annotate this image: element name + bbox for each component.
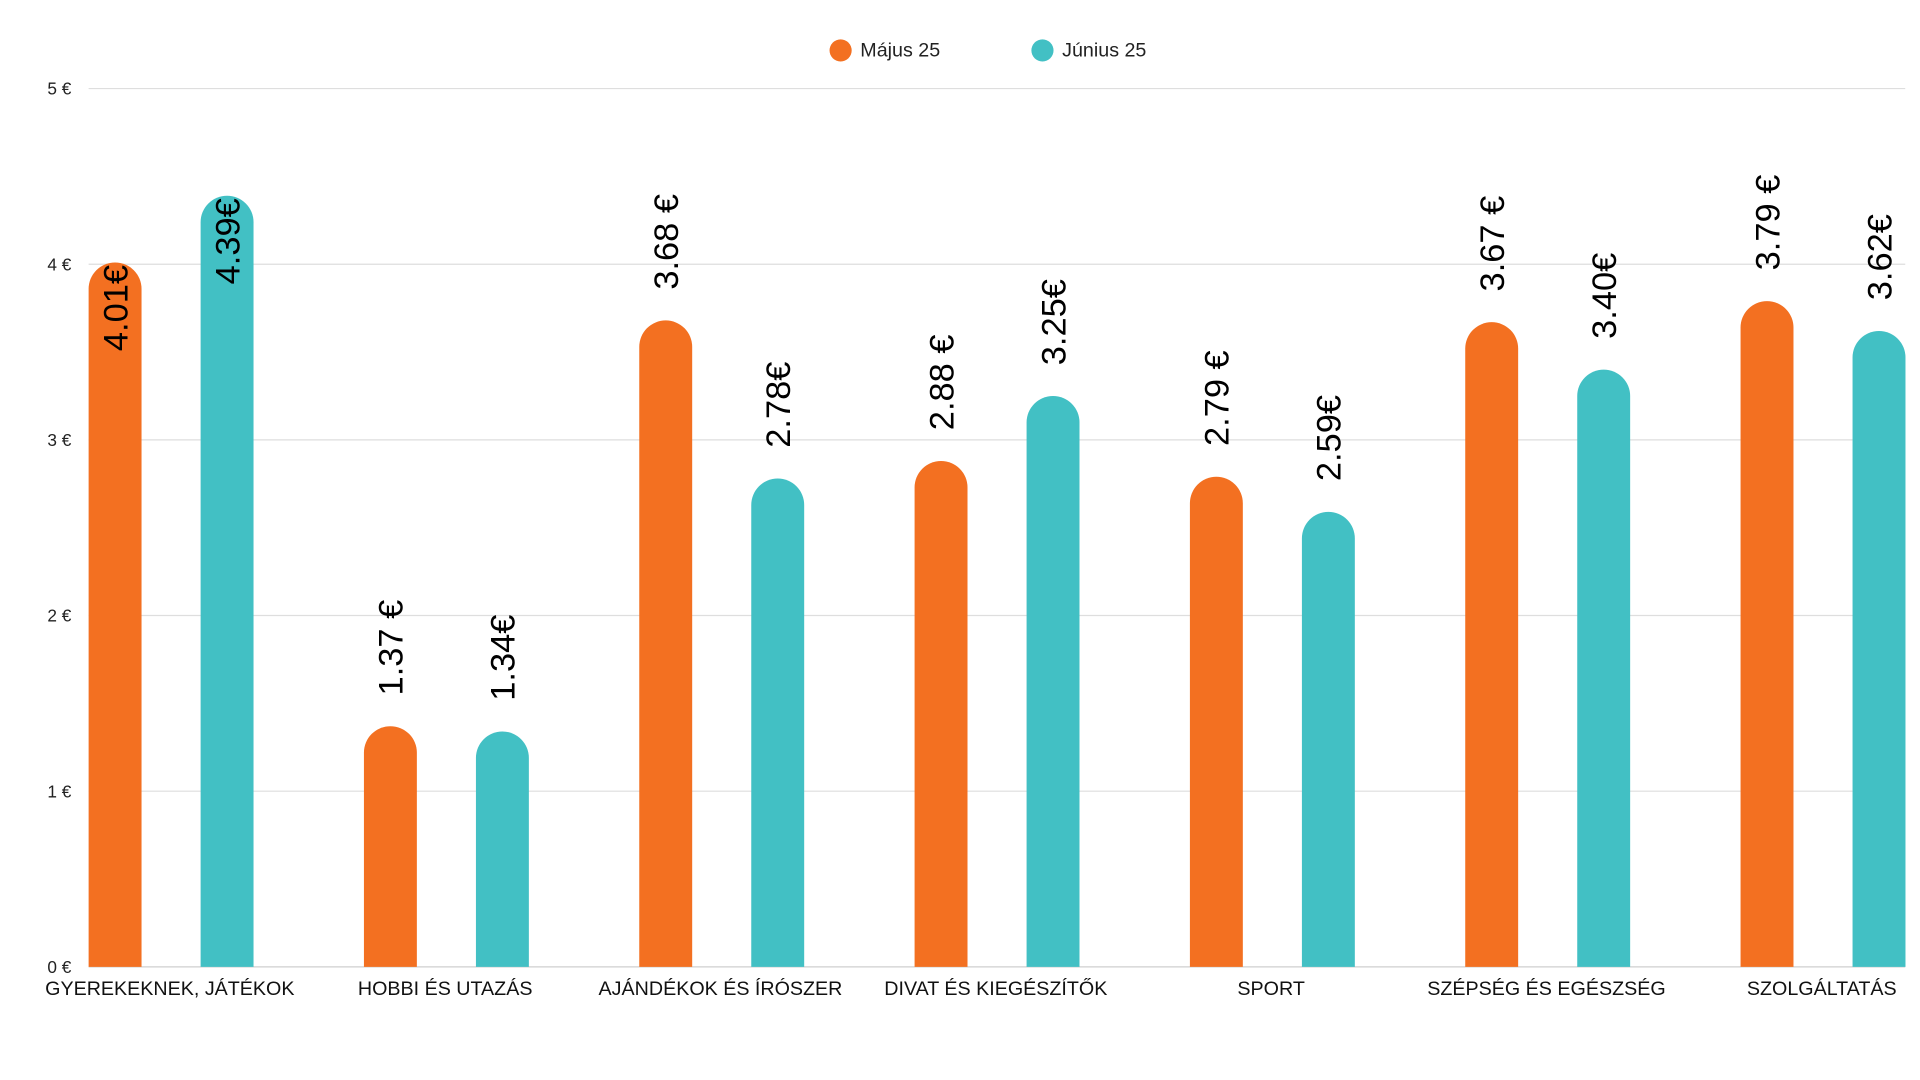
- x-tick-label: SPORT: [1237, 978, 1304, 1000]
- bar: [914, 460, 968, 967]
- bar: [639, 320, 693, 967]
- data-label: 3.67 €: [1474, 196, 1512, 292]
- x-tick-label: SZOLGÁLTATÁS: [1747, 977, 1897, 1000]
- bar: [1852, 330, 1906, 967]
- bar: [1189, 476, 1243, 967]
- bar: [751, 478, 805, 967]
- bar: [88, 262, 142, 967]
- data-labels: 4.01€ 4.39€ 1.37 € 1.34€ 3.68 € 2.78€ 2.88 € 3.…: [97, 175, 1899, 701]
- x-axis-ticks: GYEREKEKNEK, JÁTÉKOK HOBBI ÉS UTAZÁS AJÁND…: [45, 977, 1897, 1000]
- x-tick-label: SZÉPSÉG ÉS EGÉSZSÉG: [1427, 977, 1665, 1000]
- data-label: 3.40€: [1586, 253, 1624, 339]
- legend-label: Május 25: [860, 40, 940, 62]
- legend-label: Június 25: [1062, 40, 1146, 62]
- gridlines: [88, 87, 1906, 968]
- y-tick-label: 5 €: [47, 79, 71, 99]
- legend-marker: [829, 39, 852, 62]
- data-label: 2.79 €: [1199, 350, 1237, 446]
- y-tick-label: 2 €: [47, 606, 71, 626]
- legend: Május 25 Június 25: [829, 39, 1146, 62]
- data-label: 2.88 €: [923, 334, 961, 430]
- bar: [1465, 322, 1519, 967]
- data-label: 3.68 €: [648, 194, 686, 290]
- data-label: 1.34€: [485, 615, 523, 701]
- data-label: 2.59€: [1311, 395, 1349, 481]
- bar: [200, 195, 254, 967]
- y-tick-label: 3 €: [47, 430, 71, 450]
- y-tick-label: 4 €: [47, 254, 71, 274]
- bars: [88, 195, 1906, 967]
- data-label: 3.25€: [1035, 279, 1073, 365]
- y-axis-ticks: 0 € 1 € 2 € 3 € 4 € 5 €: [47, 79, 71, 977]
- data-label: 2.78€: [760, 362, 798, 448]
- bar: [475, 731, 529, 967]
- bar: [1301, 511, 1355, 967]
- x-tick-label: HOBBI ÉS UTAZÁS: [358, 977, 533, 1000]
- data-label: 3.62€: [1861, 214, 1899, 300]
- data-label: 4.01€: [97, 265, 135, 351]
- data-label: 1.37 €: [373, 600, 411, 696]
- bar: [1740, 301, 1794, 967]
- bar: [1026, 395, 1080, 967]
- legend-marker: [1031, 39, 1054, 62]
- data-label: 3.79 €: [1749, 175, 1787, 271]
- bar: [1577, 369, 1631, 967]
- y-tick-label: 0 €: [47, 957, 71, 977]
- data-label: 4.39€: [209, 198, 247, 284]
- bar: [363, 726, 417, 967]
- x-tick-label: DIVAT ÉS KIEGÉSZÍTŐK: [884, 977, 1107, 1000]
- x-tick-label: AJÁNDÉKOK ÉS ÍRÓSZER: [599, 977, 843, 1000]
- y-tick-label: 1 €: [47, 781, 71, 801]
- x-tick-label: GYEREKEKNEK, JÁTÉKOK: [45, 977, 294, 1000]
